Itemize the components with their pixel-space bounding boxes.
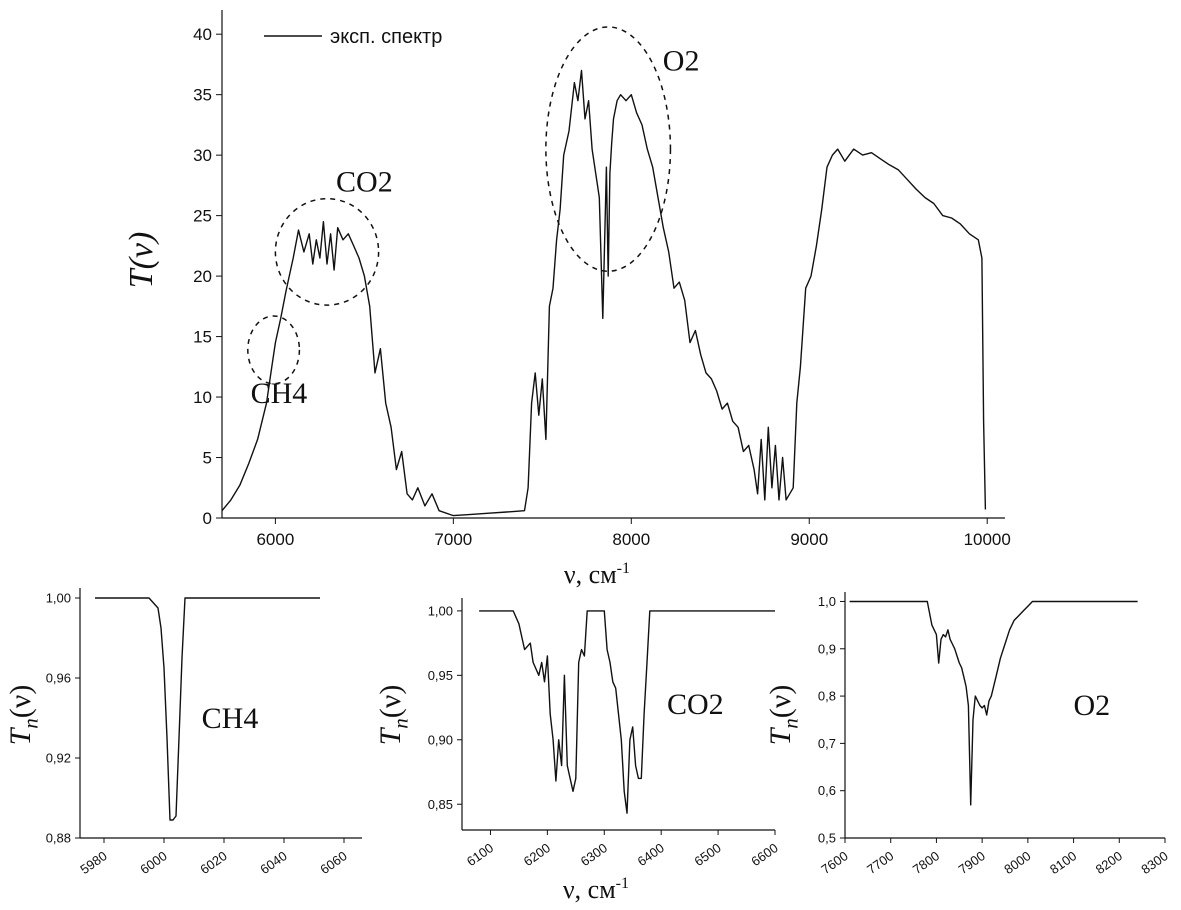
main-y-tick-label: 20: [193, 267, 212, 286]
highlight-ellipse-co2: [274, 197, 380, 306]
ch4-x-tick-label: 5980: [77, 848, 109, 877]
co2-y-tick-label: 0,85: [428, 797, 453, 812]
o2-x-tick-label: 8300: [1138, 848, 1170, 877]
main-y-tick-label: 15: [193, 328, 212, 347]
o2-annotation: O2: [1074, 689, 1111, 722]
co2-y-axis-label: Tn(ν): [374, 685, 413, 746]
o2-y-tick-label: 0,7: [818, 736, 836, 751]
main-annotation: O2: [663, 44, 700, 77]
co2-y-tick-label: 0,90: [428, 732, 453, 747]
ch4-series-line: [95, 597, 320, 821]
main-x-tick-label: 7000: [434, 530, 472, 549]
ch4-y-tick-label: 1,00: [46, 591, 71, 606]
co2-annotation: CO2: [667, 688, 724, 721]
co2-x-tick-label: 6200: [521, 840, 553, 869]
main-x-tick-label: 9000: [790, 530, 828, 549]
o2-y-tick-label: 0,8: [818, 689, 836, 704]
o2-x-tick-label: 7600: [818, 848, 850, 877]
ch4-y-axis-label-tail: (ν): [4, 685, 37, 719]
ch4-y-tick-label: 0,92: [46, 751, 71, 766]
co2-chart: 6100 6200 6300 6400 6500 6600 0,85 0,90 0,95 1,00…: [374, 598, 781, 904]
o2-y-axis-label: Tn(ν): [764, 685, 803, 746]
o2-x-tick-label: 7800: [910, 848, 942, 877]
ch4-x-tick-label: 6060: [317, 848, 349, 877]
main-x-tick-label: 6000: [256, 530, 294, 549]
highlight-ellipse-o2: [545, 26, 672, 273]
ch4-chart: 5980 6000 6020 6040 6060 0,88 0,92 0,96 1,00 CH4 T…: [4, 588, 362, 877]
o2-x-tick-label: 7700: [864, 848, 896, 877]
o2-y-tick-label: 1,0: [818, 594, 836, 609]
main-x-axis-label-main: ν, см: [564, 560, 617, 589]
ch4-y-tick-label: 0,88: [46, 831, 71, 846]
main-x-tick-label: 8000: [612, 530, 650, 549]
legend-label: эксп. спектр: [330, 26, 442, 48]
highlight-ellipse-ch4: [247, 315, 301, 385]
o2-y-axis-label-sub: n: [779, 718, 803, 729]
main-x-axis-label: ν, см-1: [564, 560, 630, 589]
main-y-tick-label: 5: [203, 448, 212, 467]
ch4-annotation: CH4: [202, 702, 259, 735]
o2-y-axis-label-main: T: [764, 726, 797, 745]
main-x-axis-label-sup: -1: [617, 560, 630, 577]
main-y-axis-label: T(ν): [123, 232, 160, 289]
co2-x-tick-label: 6400: [635, 840, 667, 869]
o2-x-tick-label: 7900: [956, 848, 988, 877]
o2-y-axis-label-tail: (ν): [764, 685, 797, 719]
ch4-y-axis-label-main: T: [4, 726, 37, 745]
co2-series-line: [479, 610, 775, 814]
co2-y-tick-label: 0,95: [428, 668, 453, 683]
ch4-y-axis-label-sub: n: [19, 718, 43, 729]
co2-x-tick-label: 6300: [578, 840, 610, 869]
o2-y-tick-label: 0,9: [818, 641, 836, 656]
co2-x-tick-label: 6100: [464, 840, 496, 869]
co2-x-axis-label: ν, см-1: [563, 875, 629, 904]
main-y-tick-label: 35: [193, 86, 212, 105]
ch4-y-axis-label: Tn(ν): [4, 685, 43, 746]
o2-y-tick-label: 0,6: [818, 783, 836, 798]
main-y-tick-label: 0: [203, 509, 212, 528]
co2-x-tick-label: 6600: [748, 840, 780, 869]
co2-x-axis-label-sup: -1: [616, 875, 629, 892]
main-annotation: CO2: [336, 165, 393, 198]
o2-chart: 7600 7700 7800 7900 8000 8100 8200 8300 0,5 0,6 0,…: [764, 592, 1171, 877]
co2-y-axis-label-sub: n: [389, 718, 413, 729]
main-y-tick-label: 30: [193, 146, 212, 165]
ch4-x-tick-label: 6020: [197, 848, 229, 877]
co2-y-axis-label-main: T: [374, 726, 407, 745]
o2-x-tick-label: 8100: [1047, 848, 1079, 877]
main-x-tick-label: 10000: [964, 530, 1011, 549]
o2-series-line: [849, 600, 1138, 806]
main-y-tick-label: 10: [193, 388, 212, 407]
ch4-x-tick-label: 6040: [257, 848, 289, 877]
co2-x-axis-label-main: ν, см: [563, 875, 616, 904]
o2-x-tick-label: 8200: [1093, 848, 1125, 877]
o2-y-tick-label: 0,5: [818, 831, 836, 846]
co2-y-tick-label: 1,00: [428, 603, 453, 618]
main-y-tick-label: 25: [193, 207, 212, 226]
main-series-line: [221, 69, 987, 517]
main-y-tick-label: 40: [193, 25, 212, 44]
co2-y-axis-label-tail: (ν): [374, 685, 407, 719]
co2-x-tick-label: 6500: [692, 840, 724, 869]
main-annotation: CH4: [251, 377, 308, 410]
o2-x-tick-label: 8000: [1001, 848, 1033, 877]
ch4-x-tick-label: 6000: [137, 848, 169, 877]
main-y-axis-label-main: T(ν): [123, 232, 160, 289]
main-chart: 6000 7000 8000 9000 10000 0 5 10 15 20 25 30 35 40 CH4…: [123, 10, 1011, 589]
ch4-y-tick-label: 0,96: [46, 671, 71, 686]
